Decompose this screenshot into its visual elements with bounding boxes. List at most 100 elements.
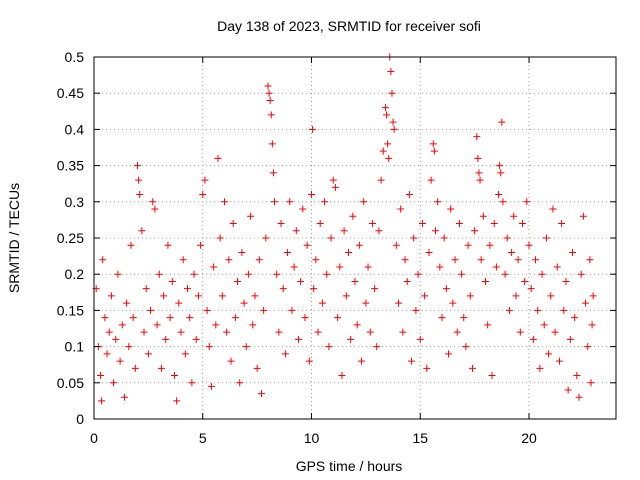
data-point <box>271 198 279 206</box>
data-point <box>525 241 533 249</box>
data-point <box>434 198 442 206</box>
data-point <box>308 191 315 199</box>
data-point <box>499 198 507 206</box>
data-point <box>486 241 494 249</box>
data-point <box>355 241 363 249</box>
data-point <box>379 147 387 155</box>
y-tick-label: 0 <box>76 411 84 427</box>
data-point <box>153 321 161 329</box>
data-point <box>442 285 450 293</box>
data-point <box>251 292 259 300</box>
data-point <box>427 176 435 184</box>
data-point <box>255 256 263 264</box>
data-point <box>588 321 596 329</box>
y-tick-label: 0.05 <box>57 375 84 391</box>
data-point <box>114 270 122 278</box>
data-point <box>381 104 389 112</box>
y-tick-label: 0.45 <box>57 85 84 101</box>
data-point <box>488 372 496 380</box>
data-point <box>536 364 544 372</box>
data-point <box>216 234 224 242</box>
data-point <box>347 335 355 343</box>
y-tick-label: 0.15 <box>57 302 84 318</box>
data-point <box>120 393 128 401</box>
data-point <box>110 379 118 387</box>
data-point <box>462 343 470 351</box>
data-point <box>268 140 276 148</box>
data-point <box>464 241 472 249</box>
data-point <box>449 299 457 307</box>
data-point <box>532 256 540 264</box>
chart-title: Day 138 of 2023, SRMTID for receiver sof… <box>217 18 481 34</box>
data-point <box>266 96 274 104</box>
data-point <box>334 314 342 322</box>
data-point <box>508 248 516 256</box>
data-point <box>190 270 198 278</box>
data-point <box>321 198 329 206</box>
data-point <box>388 89 396 97</box>
data-point <box>147 306 155 314</box>
data-point <box>262 234 270 242</box>
data-point <box>273 270 281 278</box>
data-point <box>349 212 357 220</box>
data-point <box>316 220 324 228</box>
data-point <box>310 285 318 293</box>
data-point <box>231 314 239 322</box>
data-point <box>264 82 272 90</box>
data-point <box>453 328 461 336</box>
data-point <box>181 350 189 358</box>
data-point <box>277 220 285 228</box>
data-point <box>410 234 418 242</box>
data-point <box>129 314 137 322</box>
data-point <box>151 205 159 213</box>
data-point <box>482 277 489 285</box>
data-point <box>564 386 572 394</box>
data-point <box>579 212 587 220</box>
data-point <box>203 306 211 314</box>
data-point <box>405 191 413 199</box>
data-point <box>414 270 422 278</box>
data-point <box>476 176 484 184</box>
data-point <box>327 234 335 242</box>
data-point <box>123 299 131 307</box>
data-point <box>573 372 581 380</box>
x-axis-title: GPS time / hours <box>296 458 403 474</box>
data-point <box>490 220 498 228</box>
grid <box>94 57 616 419</box>
data-point <box>540 321 548 329</box>
x-tick-label: 10 <box>304 430 320 446</box>
data-point <box>170 372 178 380</box>
data-point <box>281 350 289 358</box>
data-point <box>364 263 372 271</box>
data-point <box>297 277 305 285</box>
data-point <box>395 299 402 307</box>
data-point <box>518 220 526 228</box>
data-point <box>384 140 392 148</box>
data-point <box>584 343 592 351</box>
data-point <box>164 241 172 249</box>
data-point <box>438 314 446 322</box>
data-point <box>201 176 209 184</box>
data-point <box>212 321 220 329</box>
data-point <box>495 191 503 199</box>
data-point <box>366 328 374 336</box>
x-tick-label: 15 <box>412 430 428 446</box>
data-point <box>301 314 309 322</box>
data-point <box>387 67 395 75</box>
data-point <box>362 299 370 307</box>
data-point <box>586 256 594 264</box>
data-point <box>551 328 559 336</box>
data-point <box>545 350 553 358</box>
data-point <box>516 328 524 336</box>
data-point <box>498 118 506 126</box>
y-tick-label: 0.35 <box>57 158 84 174</box>
y-tick-label: 0.2 <box>65 266 85 282</box>
data-point <box>445 350 453 358</box>
data-point <box>510 212 518 220</box>
data-point <box>484 321 492 329</box>
data-point <box>412 306 420 314</box>
x-tick-label: 5 <box>199 430 207 446</box>
data-point <box>338 372 346 380</box>
data-point <box>344 248 352 256</box>
